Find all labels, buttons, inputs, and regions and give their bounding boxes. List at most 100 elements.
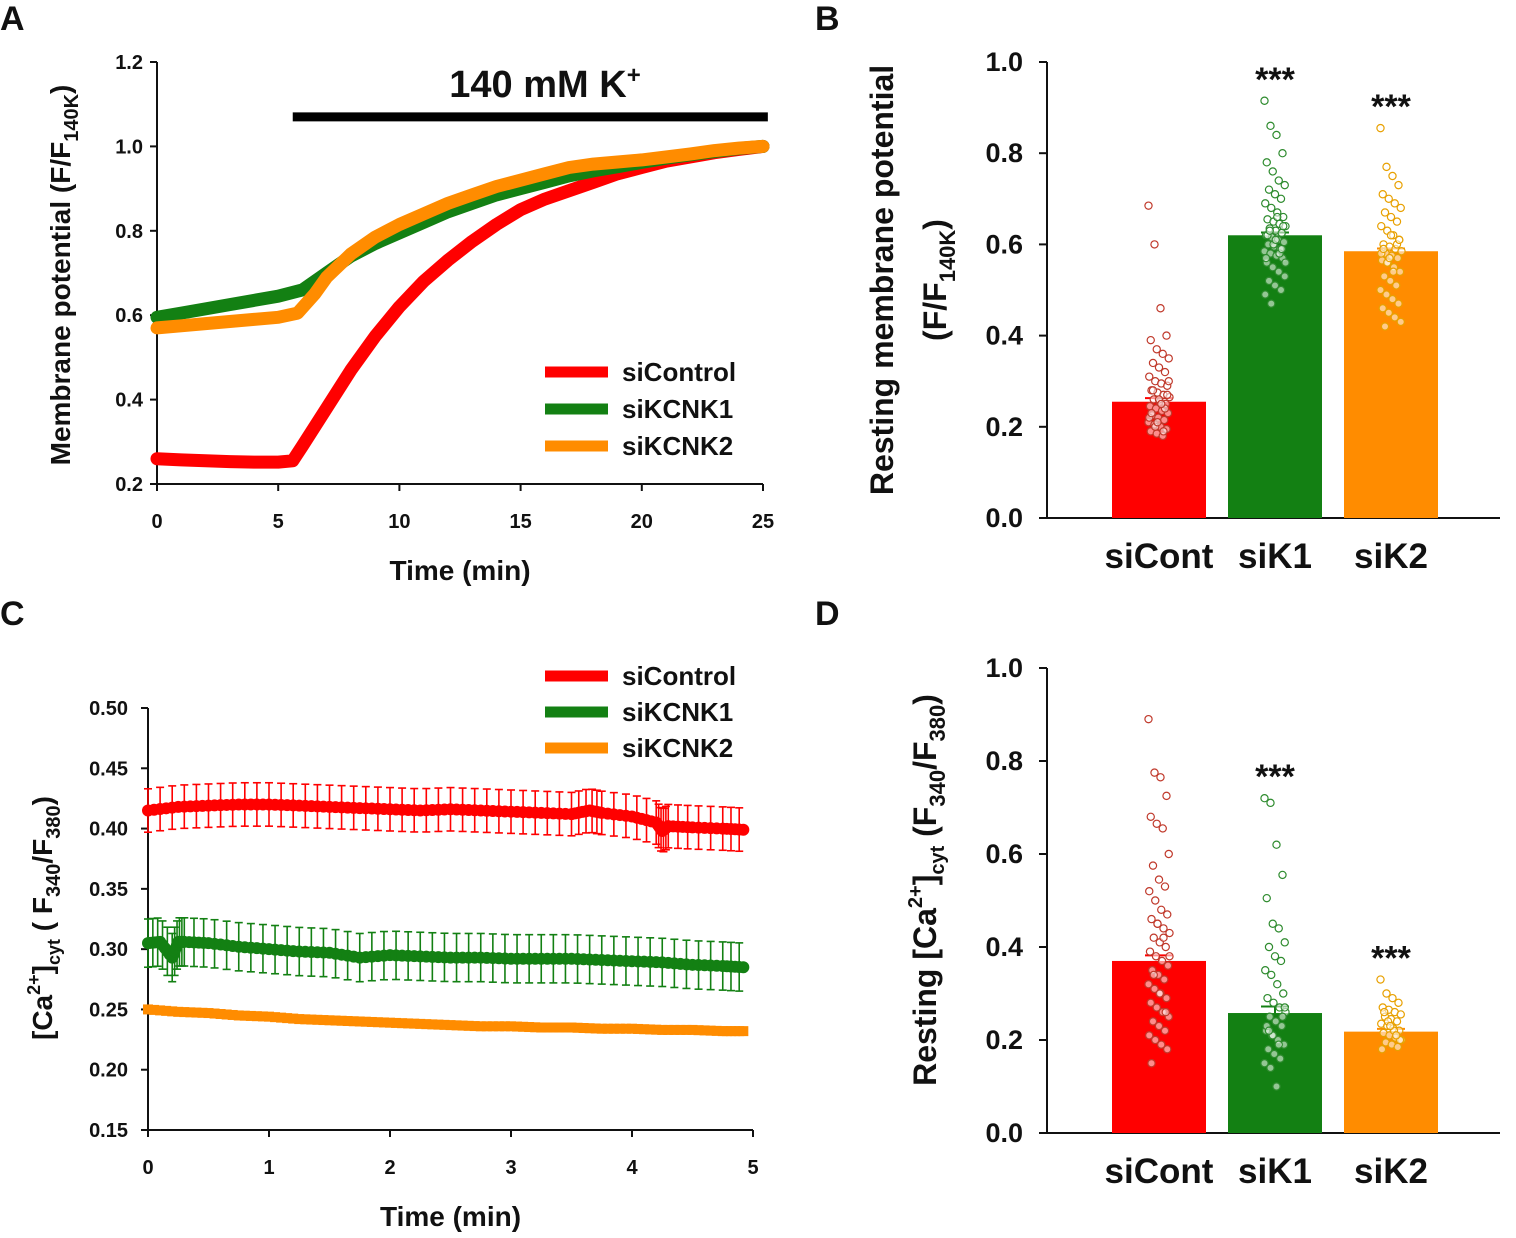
data-point <box>1273 212 1282 222</box>
data-point <box>1261 199 1270 208</box>
marker-sikcnk1 <box>737 961 750 974</box>
data-point <box>1396 1010 1405 1019</box>
data-point <box>1384 194 1393 203</box>
marker-sikcnk2 <box>185 1007 196 1018</box>
data-point <box>1153 919 1162 928</box>
marker-sikcnk2 <box>245 1010 256 1021</box>
marker-sikcnk2 <box>463 1020 474 1031</box>
data-point <box>1160 415 1169 425</box>
marker-sikcnk2 <box>530 1022 541 1033</box>
marker-sikcnk2 <box>620 1023 631 1034</box>
data-point <box>1264 1045 1273 1054</box>
data-point <box>1145 372 1154 381</box>
y-tick-label: 0.8 <box>115 221 143 243</box>
y-tick-label: 0.30 <box>89 939 128 961</box>
y-tick-label: 0.20 <box>89 1060 128 1082</box>
data-point <box>1148 1017 1158 1026</box>
marker-sikcnk2 <box>675 1024 686 1035</box>
data-point <box>1266 1063 1275 1073</box>
y-axis-title: Resting [Ca2+]cyt (F340/F380) <box>905 694 950 1086</box>
data-point <box>1165 928 1174 938</box>
marker-sikcnk2 <box>415 1018 426 1029</box>
data-point <box>1163 1045 1172 1054</box>
data-point <box>1386 1021 1395 1031</box>
marker-sikcnk2 <box>614 1023 625 1034</box>
legend-label-sikcnk1: siKCNK1 <box>622 394 733 424</box>
marker-sikcnk2 <box>203 1008 214 1019</box>
data-point <box>1376 123 1385 133</box>
data-point <box>1162 791 1171 801</box>
data-point <box>1271 235 1280 245</box>
data-point <box>1150 768 1159 777</box>
data-point <box>1160 882 1170 891</box>
data-point <box>1157 399 1166 409</box>
marker-sikcnk2 <box>608 1023 619 1034</box>
data-point <box>1386 276 1395 286</box>
marker-sikcnk2 <box>427 1019 438 1030</box>
significance-marker: *** <box>1255 758 1295 796</box>
data-point <box>1278 148 1287 158</box>
marker-sikcnk2 <box>348 1016 359 1027</box>
marker-sikcnk2 <box>560 1022 571 1033</box>
marker-sikcnk2 <box>475 1021 486 1032</box>
data-point <box>1393 253 1402 263</box>
data-point <box>1150 240 1159 249</box>
y-tick-label: 0.2 <box>115 474 143 496</box>
marker-sikcnk2 <box>294 1014 305 1025</box>
marker-sikcnk2 <box>651 1024 662 1035</box>
data-point <box>1281 258 1290 267</box>
data-point <box>1279 221 1288 231</box>
y-tick-label: 0.50 <box>89 698 128 720</box>
x-tick-label: 1 <box>263 1157 274 1179</box>
marker-sikcnk2 <box>270 1012 281 1023</box>
marker-sikcnk2 <box>572 1022 583 1033</box>
data-point <box>1388 294 1397 304</box>
data-point <box>1157 956 1167 966</box>
marker-sikcnk2 <box>584 1023 595 1034</box>
data-point <box>1270 281 1280 290</box>
bar-sik1 <box>1228 235 1322 518</box>
marker-sikcnk2 <box>366 1016 377 1027</box>
data-point <box>1278 1012 1287 1021</box>
y-axis-title: [Ca2+]cyt ( F340/F380) <box>24 796 65 1040</box>
marker-sikcnk2 <box>518 1021 529 1032</box>
data-point <box>1388 171 1397 181</box>
data-point <box>1160 1026 1170 1035</box>
data-point <box>1148 861 1158 870</box>
marker-sikcnk2 <box>657 1024 668 1035</box>
data-point <box>1145 887 1154 896</box>
data-point <box>1165 952 1174 961</box>
data-point <box>1144 201 1153 210</box>
marker-sikcnk2 <box>191 1007 202 1018</box>
data-point <box>1146 335 1155 345</box>
marker-sikcnk2 <box>506 1021 516 1032</box>
data-point <box>1273 980 1282 989</box>
significance-marker: *** <box>1255 61 1295 99</box>
marker-sikcnk2 <box>639 1024 650 1035</box>
marker-sikcnk2 <box>633 1023 644 1034</box>
data-point <box>1158 349 1167 359</box>
data-point <box>1156 773 1165 782</box>
data-point <box>1159 924 1168 933</box>
data-point <box>1378 304 1387 313</box>
marker-sikcnk2 <box>481 1021 492 1032</box>
data-point <box>1151 896 1160 905</box>
marker-sikcnk2 <box>161 1005 172 1016</box>
data-point <box>1272 130 1281 140</box>
marker-sikcnk2 <box>288 1013 299 1024</box>
x-category-label: siK1 <box>1238 1152 1312 1191</box>
data-point <box>1159 933 1168 942</box>
marker-sikcnk2 <box>342 1016 353 1027</box>
marker-sikcnk2 <box>645 1024 656 1035</box>
data-point <box>1274 1040 1283 1049</box>
data-point <box>1149 970 1158 980</box>
marker-sikcnk2 <box>493 1021 504 1032</box>
panel-d-chart: 0.0 0.2 0.4 0.6 0.8 1.0 siCont *** siK1 *** siK2 Re… <box>905 653 1500 1191</box>
data-point <box>1272 840 1281 849</box>
marker-sikcnk2 <box>457 1020 468 1031</box>
marker-sikcnk2 <box>179 1007 190 1018</box>
y-tick-label: 1.0 <box>985 653 1023 683</box>
x-category-label: siK2 <box>1354 1152 1428 1191</box>
y-axis-title-line1: Resting membrane potential <box>864 65 900 495</box>
